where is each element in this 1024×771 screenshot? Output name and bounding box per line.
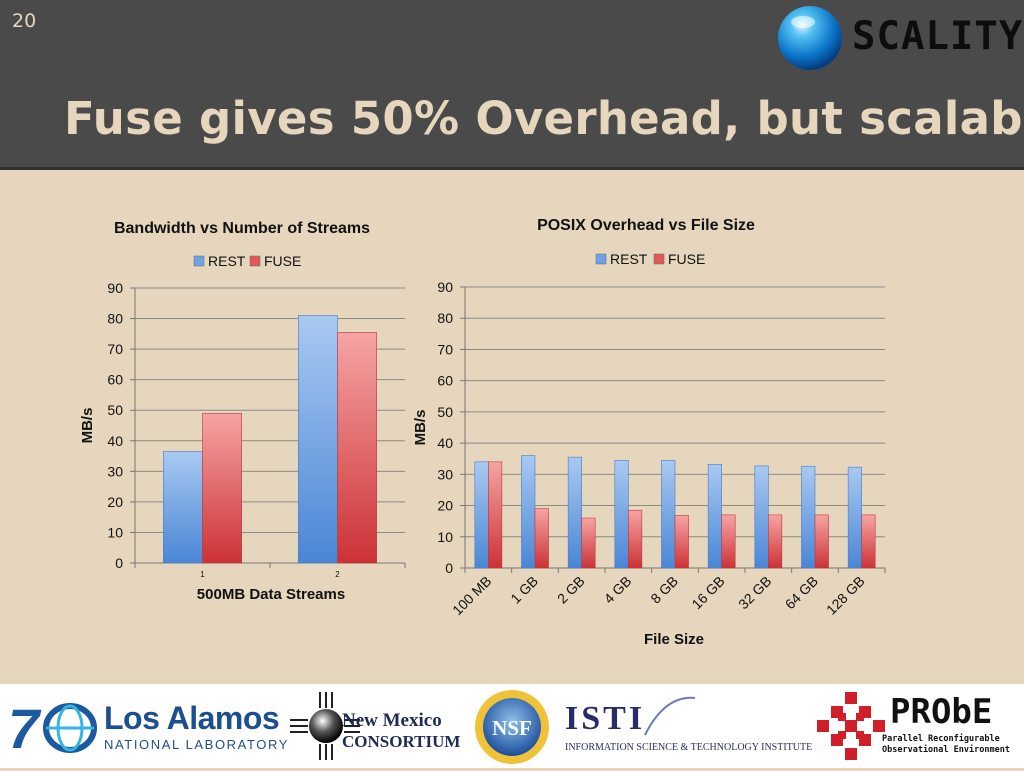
bar-fuse-5: [721, 514, 736, 569]
y-tick-label: 70: [107, 341, 123, 357]
bar-fuse-8: [861, 514, 876, 569]
y-tick-label: 80: [437, 310, 453, 326]
x-tick-label: 1: [200, 570, 205, 579]
legend-label-fuse: FUSE: [264, 253, 301, 269]
nmc-zia-icon: [290, 690, 360, 762]
x-tick-label: 64 GB: [782, 573, 821, 612]
lanl-logo-icon: 7: [8, 697, 98, 760]
chart-filesize-svg: POSIX Overhead vs File Size REST FUSE 0 10 20…: [412, 217, 886, 648]
x-tick-label: 2 GB: [554, 573, 588, 607]
legend-label-fuse: FUSE: [668, 251, 705, 267]
lanl-sub: NATIONAL LABORATORY: [104, 737, 289, 752]
lanl-name: Los Alamos: [104, 700, 280, 736]
y-tick-label: 60: [107, 372, 123, 388]
nsf-text: NSF: [492, 716, 532, 740]
legend-label-rest: REST: [610, 251, 648, 267]
legend-label-rest: REST: [208, 253, 246, 269]
chart-streams: Bandwidth vs Number of Streams REST FUSE 0 1…: [70, 170, 415, 645]
bar-rest-2: [567, 456, 582, 569]
bar-rest-5: [707, 464, 722, 569]
y-tick-label: 30: [107, 463, 123, 479]
slide-title: Fuse gives 50% Overhead, but scalable: [64, 92, 1024, 145]
bar-fuse-0: [202, 412, 242, 564]
chart-legend: REST FUSE: [595, 251, 705, 267]
x-tick-label: 1 GB: [507, 573, 541, 607]
nmc-line2: CONSORTIUM: [342, 732, 461, 751]
x-tick-label: 4 GB: [601, 573, 635, 607]
legend-swatch-rest: [193, 255, 205, 267]
slide-number: 20: [12, 10, 37, 32]
y-tick-label: 90: [107, 280, 123, 296]
footer-logo-bar: 7 Los Alamos NATIONAL LABORATORY New Mex…: [0, 684, 1024, 768]
legend-swatch-rest: [595, 253, 607, 265]
y-tick-label: 40: [107, 433, 123, 449]
y-tick-label: 0: [115, 555, 123, 571]
isti-swoosh-icon: [640, 690, 700, 740]
y-axis-label: MB/s: [79, 408, 96, 444]
bar-rest-8: [847, 466, 862, 569]
x-tick-label: 32 GB: [735, 573, 774, 612]
y-tick-label: 10: [437, 529, 453, 545]
bar-fuse-0: [488, 461, 503, 569]
y-tick-label: 40: [437, 435, 453, 451]
y-axis-label: MB/s: [412, 410, 429, 446]
y-tick-label: 80: [107, 311, 123, 327]
scality-sphere-icon: [778, 6, 842, 70]
x-axis-label: File Size: [644, 631, 704, 648]
probe-name: PRObE: [890, 692, 993, 732]
bar-fuse-3: [628, 509, 643, 569]
bar-rest-1: [521, 455, 536, 569]
probe-line1: Parallel Reconfigurable: [882, 734, 1000, 744]
y-tick-label: 20: [437, 498, 453, 514]
bar-rest-1: [298, 315, 338, 564]
x-tick-label: 16 GB: [688, 573, 727, 612]
scality-logo-text: SCALITY: [852, 14, 1024, 59]
bar-fuse-7: [814, 514, 829, 569]
chart-legend: REST FUSE: [193, 253, 301, 269]
legend-swatch-fuse: [249, 255, 261, 267]
x-tick-label: 100 MB: [449, 573, 494, 618]
y-tick-label: 10: [107, 524, 123, 540]
bar-rest-0: [474, 461, 489, 569]
bar-fuse-2: [581, 517, 596, 569]
chart-filesize: POSIX Overhead vs File Size REST FUSE 0 10 20…: [405, 170, 905, 660]
chart-streams-svg: Bandwidth vs Number of Streams REST FUSE 0 1…: [79, 220, 406, 603]
y-tick-label: 50: [437, 404, 453, 420]
y-tick-label: 60: [437, 373, 453, 389]
isti-sub: INFORMATION SCIENCE & TECHNOLOGY INSTITU…: [565, 742, 813, 753]
y-tick-label: 20: [107, 494, 123, 510]
bar-rest-0: [163, 451, 203, 564]
bar-fuse-1: [534, 508, 549, 569]
y-tick-label: 0: [445, 560, 453, 576]
x-tick-label: 2: [335, 570, 340, 579]
bar-rest-7: [801, 465, 816, 569]
chart-title: Bandwidth vs Number of Streams: [114, 220, 370, 237]
x-tick-label: 8 GB: [647, 573, 681, 607]
nmc-line1: New Mexico: [342, 710, 442, 731]
y-tick-label: 90: [437, 279, 453, 295]
y-tick-label: 50: [107, 402, 123, 418]
bar-fuse-1: [337, 332, 377, 564]
bar-rest-6: [754, 465, 769, 569]
chart-title: POSIX Overhead vs File Size: [537, 217, 755, 234]
legend-swatch-fuse: [653, 253, 665, 265]
bar-fuse-6: [768, 514, 783, 569]
header-divider: [0, 167, 1024, 170]
bar-rest-4: [661, 459, 676, 569]
probe-logo-icon: [815, 690, 887, 762]
slide-header: [0, 0, 1024, 167]
x-axis-label: 500MB Data Streams: [197, 586, 345, 603]
probe-line2: Observational Environment: [882, 745, 1010, 755]
nsf-logo-icon: NSF: [473, 688, 551, 766]
y-tick-label: 70: [437, 341, 453, 357]
y-tick-label: 30: [437, 466, 453, 482]
bar-fuse-4: [674, 515, 689, 569]
x-tick-label: 128 GB: [823, 573, 868, 618]
lanl-mark: 7: [8, 698, 42, 756]
bar-rest-3: [614, 459, 629, 569]
isti-name: ISTI: [565, 700, 646, 737]
